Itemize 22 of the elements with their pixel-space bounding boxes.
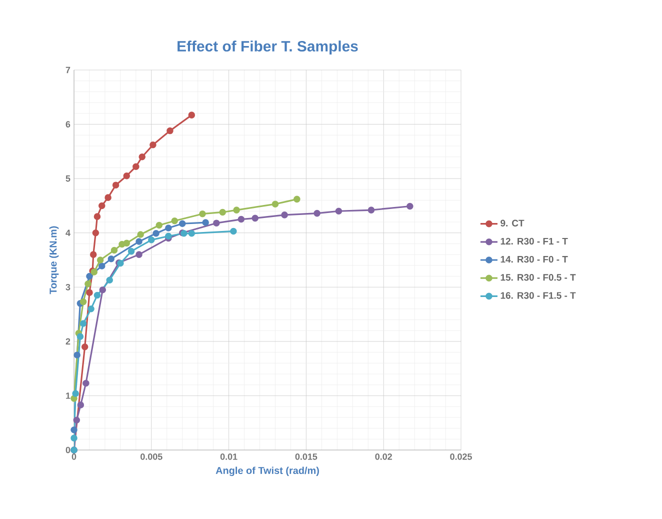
x-tick-label: 0	[72, 454, 76, 460]
legend-label: 14. R30 - F0 - T	[500, 256, 568, 263]
y-tick-label: 1	[66, 392, 70, 399]
y-tick-label: 4	[66, 230, 70, 236]
x-axis-title: Angle of Twist (rad/m)	[216, 466, 319, 476]
y-tick-label: 2	[66, 338, 70, 345]
y-tick-label: 3	[66, 284, 70, 290]
x-tick-label: 0.015	[295, 454, 318, 460]
legend-label: 12. R30 - F1 - T	[500, 238, 568, 245]
y-tick-label: 0	[66, 446, 70, 454]
y-tick-label: 7	[66, 66, 70, 74]
x-tick-label: 0.005	[140, 454, 162, 460]
legend-label: 15. R30 - F0.5 - T	[500, 274, 576, 281]
y-tick-label: 6	[66, 121, 70, 128]
legend-label: 16. R30 - F1.5 - T	[500, 292, 576, 299]
x-tick-label: 0.025	[450, 454, 472, 460]
x-tick-label: 0.02	[375, 454, 392, 460]
chart-title: Effect of Fiber T. Samples	[178, 40, 358, 54]
x-tick-label: 0.01	[220, 454, 238, 460]
y-axis-title: Torque (KN.m)	[49, 226, 59, 294]
legend-label: 9. CT	[500, 220, 524, 226]
y-tick-label: 5	[66, 175, 70, 182]
